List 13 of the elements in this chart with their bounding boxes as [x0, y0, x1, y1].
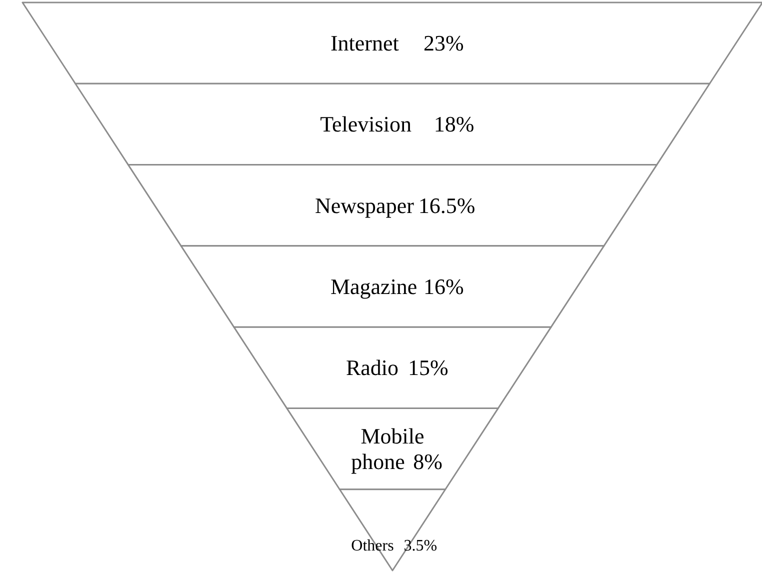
category-label: Television	[320, 112, 412, 137]
category-label: Newspaper	[314, 192, 415, 218]
category-label: Others	[351, 538, 394, 555]
data-label: 3.5%	[404, 538, 438, 555]
category-label: Magazine	[330, 274, 418, 299]
data-label: 18%	[434, 112, 474, 137]
category-label: Radio	[346, 355, 399, 380]
data-label: 8%	[413, 448, 443, 474]
data-label: 15%	[408, 355, 448, 380]
data-label: 16%	[424, 274, 464, 299]
data-label: 16.5%	[418, 192, 476, 218]
category-label: Internet	[330, 30, 399, 56]
data-label: 23%	[424, 30, 464, 56]
